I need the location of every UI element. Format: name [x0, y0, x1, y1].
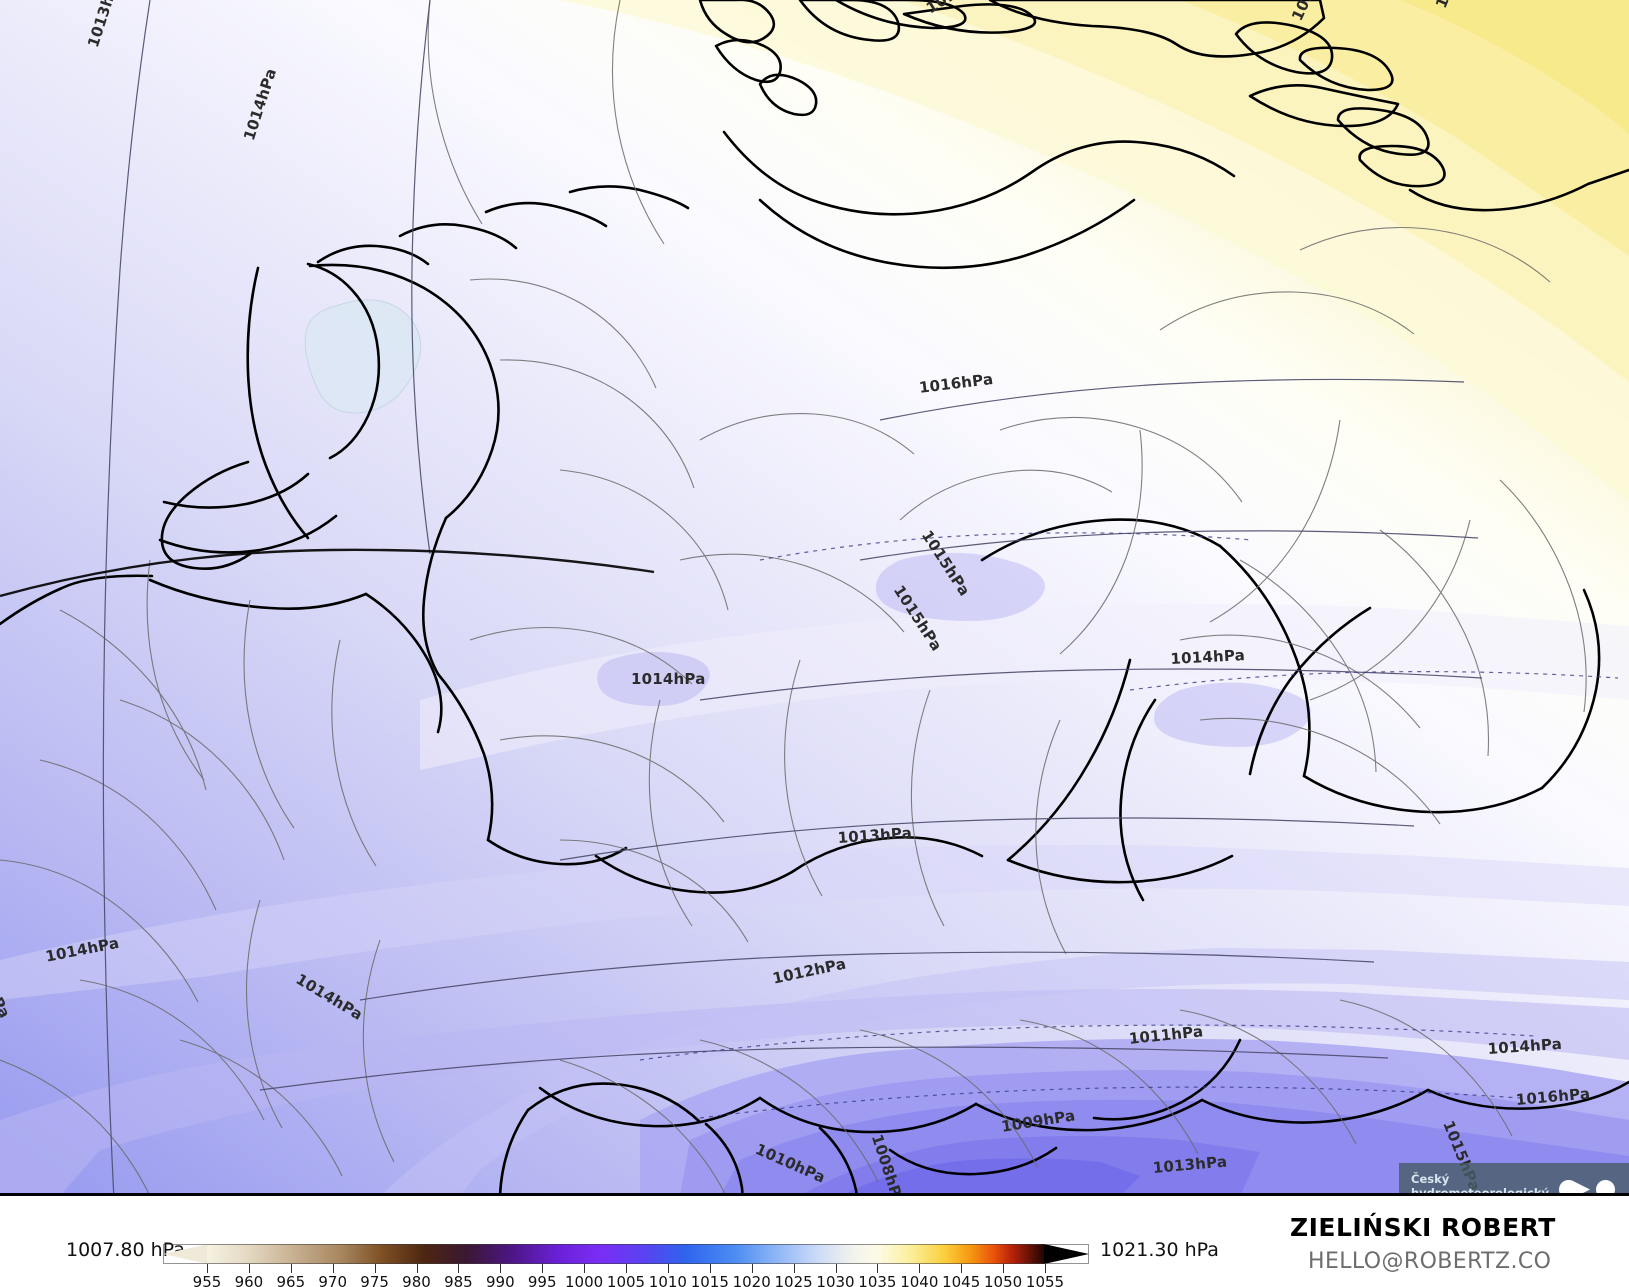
colorbar-tick — [1045, 1264, 1046, 1273]
colorbar-under-arrow — [163, 1244, 208, 1264]
colorbar-over-arrow — [1044, 1244, 1089, 1264]
colorbar-tick — [1003, 1264, 1005, 1273]
water-bodies — [304, 299, 422, 414]
colorbar-tick — [919, 1264, 921, 1273]
colorbar-tick-label: 970 — [318, 1273, 348, 1287]
colorbar-tick — [290, 1264, 292, 1273]
colorbar-tick — [751, 1264, 753, 1273]
colorbar-gradient[interactable] — [163, 1244, 1089, 1264]
colorbar-tick — [500, 1264, 502, 1273]
colorbar-tick-label: 1040 — [900, 1273, 939, 1287]
colorbar-ticks: 955 960 965 970 975 980 985 990 995 1000 1005 1010 1… — [163, 1264, 1089, 1287]
colorbar-tick — [961, 1264, 963, 1273]
colorbar-tick-label: 1010 — [648, 1273, 687, 1287]
colorbar-panel[interactable]: 1007.80 hPa 1021.30 hPa 955 960 965 970 975 9… — [0, 1199, 1260, 1287]
colorbar-tick-label: 1000 — [565, 1273, 604, 1287]
national-borders — [0, 0, 1629, 1196]
author-email[interactable]: HELLO@ROBERTZ.CO — [1308, 1249, 1552, 1274]
colorbar-tick — [835, 1264, 837, 1273]
colorbar-tick-label: 955 — [192, 1273, 222, 1287]
colorbar-max-label: 1021.30 hPa — [1100, 1239, 1219, 1261]
colorbar-tick — [458, 1264, 460, 1273]
colorbar-tick-label: 965 — [276, 1273, 306, 1287]
colorbar-tick-label: 1020 — [732, 1273, 771, 1287]
colorbar-tick — [207, 1264, 208, 1273]
colorbar-tick-label: 960 — [234, 1273, 264, 1287]
colorbar-tick — [332, 1264, 334, 1273]
colorbar-tick-label: 1050 — [984, 1273, 1023, 1287]
colorbar-tick-label: 1030 — [816, 1273, 855, 1287]
colorbar-tick-label: 1045 — [942, 1273, 981, 1287]
colorbar-tick-label: 990 — [485, 1273, 515, 1287]
colorbar-tick — [626, 1264, 627, 1273]
chmi-logo-circle-right — [1596, 1180, 1615, 1196]
colorbar-tick — [667, 1264, 669, 1273]
colorbar-tick-label: 975 — [360, 1273, 389, 1287]
author-name: ZIELIŃSKI ROBERT — [1290, 1213, 1556, 1242]
colorbar-ramp — [207, 1244, 1045, 1264]
colorbar-tick — [584, 1264, 586, 1273]
colorbar-tick-label: 995 — [527, 1273, 557, 1287]
colorbar-tick — [416, 1264, 418, 1273]
colorbar-tick-label: 1015 — [690, 1273, 729, 1287]
admin-borders — [0, 0, 1587, 1196]
footer: 1007.80 hPa 1021.30 hPa 955 960 965 970 975 9… — [0, 1199, 1629, 1287]
colorbar-tick — [877, 1264, 879, 1273]
chmi-watermark-text: Český hydrometeorologický ústav — [1411, 1172, 1550, 1196]
weather-map[interactable]: 1013hPa1014hPa1018hPa1019hPa1020hPa1016h… — [0, 0, 1629, 1196]
isobars-dotted — [639, 532, 1619, 1119]
map-canvas — [0, 0, 1629, 1196]
chmi-watermark: Český hydrometeorologický ústav — [1399, 1163, 1629, 1196]
colorbar-tick-label: 1035 — [858, 1273, 897, 1287]
colorbar-tick-label: 1005 — [606, 1273, 646, 1287]
colorbar-tick — [542, 1264, 544, 1273]
colorbar-tick — [248, 1264, 250, 1273]
pressure-detail-patches — [597, 552, 1312, 748]
colorbar-tick-label: 985 — [444, 1273, 473, 1287]
colorbar-tick — [709, 1264, 711, 1273]
colorbar-tick-label: 1025 — [774, 1273, 813, 1287]
colorbar-tick-label: 1055 — [1025, 1273, 1065, 1287]
map-bottom-rule — [0, 1193, 1629, 1196]
colorbar-min-label: 1007.80 hPa — [66, 1239, 185, 1261]
colorbar-tick-label: 980 — [402, 1273, 431, 1287]
colorbar-tick — [374, 1264, 376, 1273]
credit-block: ZIELIŃSKI ROBERT HELLO@ROBERTZ.CO — [1290, 1205, 1629, 1285]
isobar-bold — [0, 548, 655, 598]
colorbar-tick — [793, 1264, 795, 1273]
